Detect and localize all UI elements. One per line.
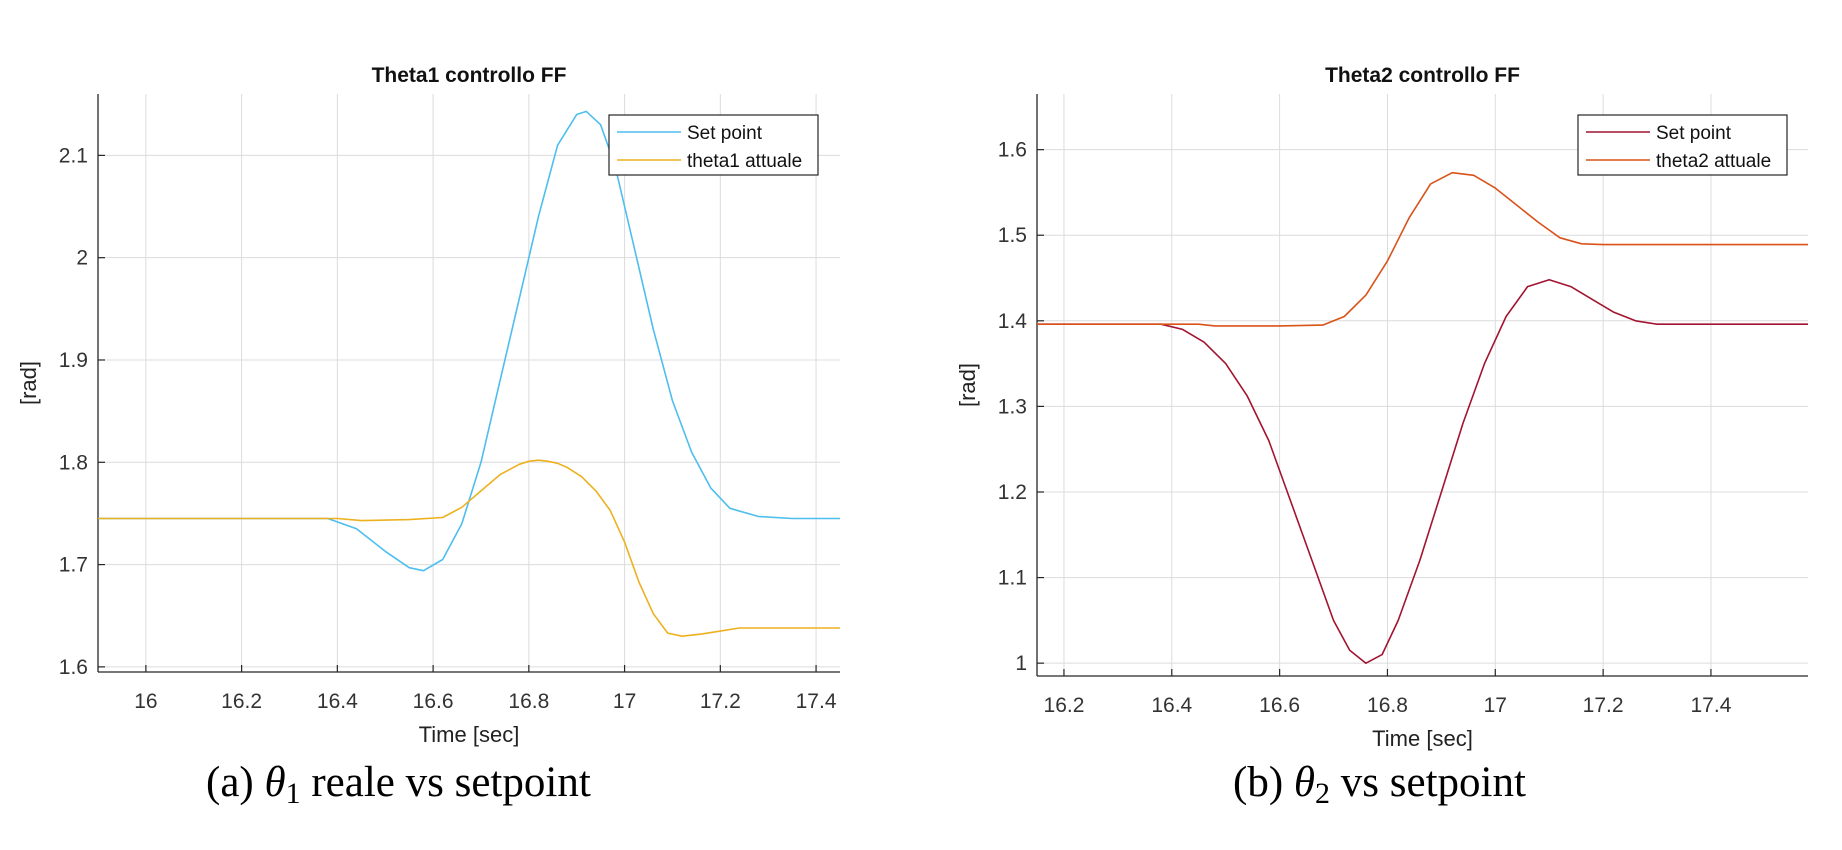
chart1-xtick-label: 16.8 <box>508 690 549 713</box>
chart1-series-1-line <box>98 110 840 572</box>
chart1: 16 16.2 16.4 16.6 16.8 17 17.2 17.4 1.6 1.7 1.8 1.9… <box>16 64 840 747</box>
chart1-ytick-label: 2 <box>76 247 88 270</box>
chart2-xtick-label: 17 <box>1484 694 1507 717</box>
chart1-xtick-label: 16 <box>134 690 157 713</box>
chart2: 16.2 16.4 16.6 16.8 17 17.2 17.4 1 1.1 1.2 1.3 1.4 1… <box>955 64 1808 751</box>
chart2-xtick-label: 17.2 <box>1583 694 1624 717</box>
chart2-series-2-line <box>1037 171 1808 327</box>
chart1-ytick-label: 1.6 <box>59 656 88 679</box>
chart2-xtick-label: 16.2 <box>1044 694 1085 717</box>
chart2-xtick-label: 16.6 <box>1259 694 1300 717</box>
chart2-legend-box <box>1577 114 1788 176</box>
chart1-xtick-label: 16.6 <box>413 690 454 713</box>
chart1-xtick-label: 17 <box>613 690 636 713</box>
chart2-series-1-line <box>1037 278 1808 665</box>
chart2-xlabel: Time [sec] <box>1372 726 1473 751</box>
chart2-xtick-label: 16.4 <box>1151 694 1192 717</box>
chart1-legend: Set point theta1 attuale <box>608 114 819 176</box>
chart2-legend-label-2: theta2 attuale <box>1656 151 1771 172</box>
chart1-xtick-label: 17.2 <box>700 690 741 713</box>
chart2-title: Theta2 controllo FF <box>1325 64 1520 87</box>
chart2-ytick-label: 1.6 <box>998 139 1027 162</box>
caption-a-rest: reale vs setpoint <box>300 759 591 806</box>
caption-b: (b) θ2 vs setpoint <box>1233 758 1526 811</box>
chart1-xtick-label: 16.4 <box>317 690 358 713</box>
chart1-legend-label-1: Set point <box>687 123 763 144</box>
chart1-xlabel: Time [sec] <box>419 722 520 747</box>
chart1-ylabel: [rad] <box>16 361 41 405</box>
chart2-ytick-label: 1.1 <box>998 567 1027 590</box>
chart2-legend: Set point theta2 attuale <box>1577 114 1788 176</box>
caption-b-label: (b) <box>1233 759 1294 806</box>
caption-a-label: (a) <box>206 759 265 806</box>
caption-b-rest: vs setpoint <box>1330 759 1526 806</box>
chart2-legend-label-1: Set point <box>1656 123 1732 144</box>
caption-b-sub: 2 <box>1315 777 1331 810</box>
chart1-ytick-label: 1.7 <box>59 554 88 577</box>
chart2-ytick-label: 1.4 <box>998 310 1028 333</box>
chart1-xtick-label: 17.4 <box>796 690 837 713</box>
chart2-ytick-label: 1.2 <box>998 481 1027 504</box>
chart1-ytick-label: 1.9 <box>59 349 88 372</box>
chart2-xtick-label: 17.4 <box>1691 694 1732 717</box>
chart1-legend-box <box>608 114 819 176</box>
caption-a-sub: 1 <box>285 777 301 810</box>
caption-a-symbol: θ <box>264 759 286 806</box>
chart1-title: Theta1 controllo FF <box>372 64 567 87</box>
chart2-ytick-label: 1.3 <box>998 395 1027 418</box>
chart2-ylabel: [rad] <box>955 363 980 407</box>
chart1-series-2-line <box>98 459 840 638</box>
chart1-legend-label-2: theta1 attuale <box>687 151 802 172</box>
chart2-xtick-label: 16.8 <box>1367 694 1408 717</box>
chart2-ytick-label: 1 <box>1015 652 1027 675</box>
chart1-ytick-label: 2.1 <box>59 144 88 167</box>
caption-b-symbol: θ <box>1293 759 1316 806</box>
chart1-xtick-label: 16.2 <box>221 690 262 713</box>
caption-a: (a) θ1 reale vs setpoint <box>206 758 591 811</box>
chart2-ytick-label: 1.5 <box>998 224 1027 247</box>
chart1-ytick-label: 1.8 <box>59 451 88 474</box>
